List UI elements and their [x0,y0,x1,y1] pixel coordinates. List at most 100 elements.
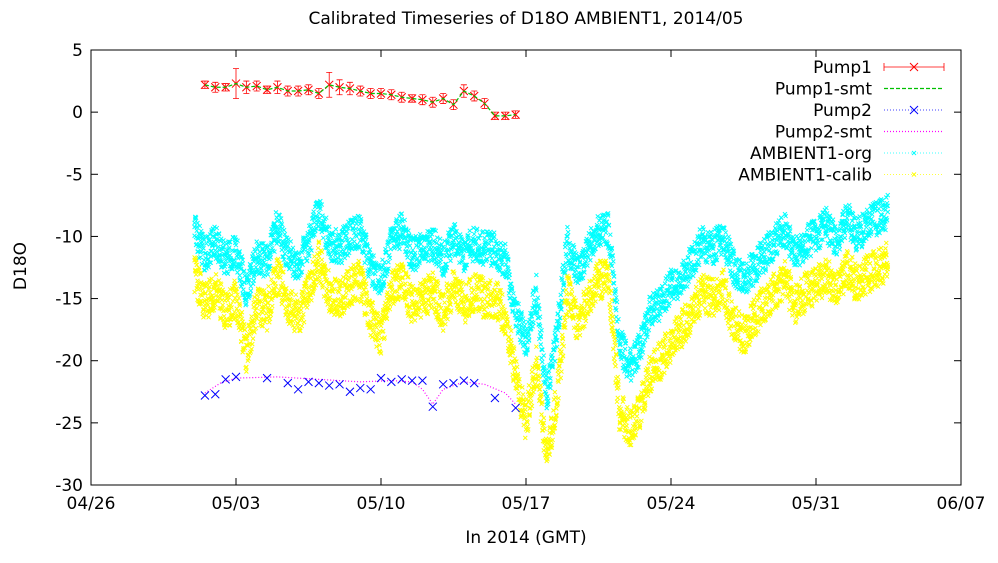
data-point [442,300,447,306]
data-point [525,347,530,353]
data-point [609,263,615,269]
data-point [266,266,272,272]
data-point [607,301,612,307]
data-point [261,248,267,254]
data-point [307,245,313,250]
data-point [205,302,211,308]
data-point [611,356,617,361]
data-point [232,309,237,315]
data-point [306,238,312,243]
data-point [528,400,534,405]
data-point [428,234,433,240]
data-point [272,220,277,226]
data-point [213,271,219,277]
data-point [417,260,422,266]
data-point [430,270,436,276]
data-point [361,229,367,234]
data-point [336,289,342,295]
data-point [554,337,560,343]
data-point [441,273,447,278]
data-point [545,401,551,407]
data-point [412,318,418,323]
data-point [701,300,707,305]
data-point [537,314,543,320]
data-point [334,251,340,257]
data-point [214,225,220,231]
data-point [592,238,598,244]
data-point [538,342,544,347]
data-point [542,381,548,387]
data-point [417,258,422,264]
data-point [606,272,612,278]
data-point [622,346,628,352]
data-point [521,422,527,428]
data-point [538,383,544,388]
data-point [361,275,367,281]
data-point [299,269,305,275]
data-point [565,233,570,239]
data-point [215,244,221,250]
data-point [388,246,393,252]
data-point [539,412,544,417]
data-point [294,261,300,267]
data-point [837,246,843,252]
data-point [377,279,382,285]
data-point [556,322,562,328]
data-point [508,281,514,287]
data-point [316,210,322,216]
data-point [218,259,223,264]
data-point [221,313,227,319]
data-point [723,230,729,235]
data-point [235,238,240,244]
data-point [238,277,243,282]
data-point [406,228,411,233]
data-point [211,253,217,258]
data-point [575,256,581,261]
data-point [315,214,320,220]
data-point [341,227,347,232]
data-point [613,363,618,369]
data-point [308,222,314,228]
data-point [380,272,385,278]
data-point [863,224,869,230]
data-point [541,353,547,358]
data-point [571,262,577,268]
data-point [630,372,635,378]
data-point [244,301,249,307]
data-point [382,259,388,265]
data-point [486,241,492,247]
data-point [567,240,573,246]
data-point [610,253,615,259]
data-point [265,272,271,277]
data-point [311,215,317,221]
data-point [550,364,555,370]
data-point [538,333,544,339]
data-point [544,405,550,411]
data-point [559,369,564,374]
data-point [512,296,518,302]
data-point [551,429,556,435]
data-point [573,279,578,284]
data-point [583,259,589,264]
data-point [278,216,284,221]
data-point [605,213,611,218]
data-point [553,334,558,339]
data-point [482,250,488,256]
data-point [529,403,535,409]
data-point [526,334,532,339]
data-point [427,240,433,245]
data-point [555,327,561,333]
data-point [667,360,673,366]
data-point [203,250,209,256]
data-point [440,252,445,258]
data-point [615,374,621,380]
data-point [272,237,278,243]
data-point [227,239,233,245]
data-point [462,320,468,325]
data-point [427,239,433,244]
data-point [277,212,283,218]
data-point [443,261,449,267]
data-point [885,209,891,215]
data-point [279,222,285,227]
